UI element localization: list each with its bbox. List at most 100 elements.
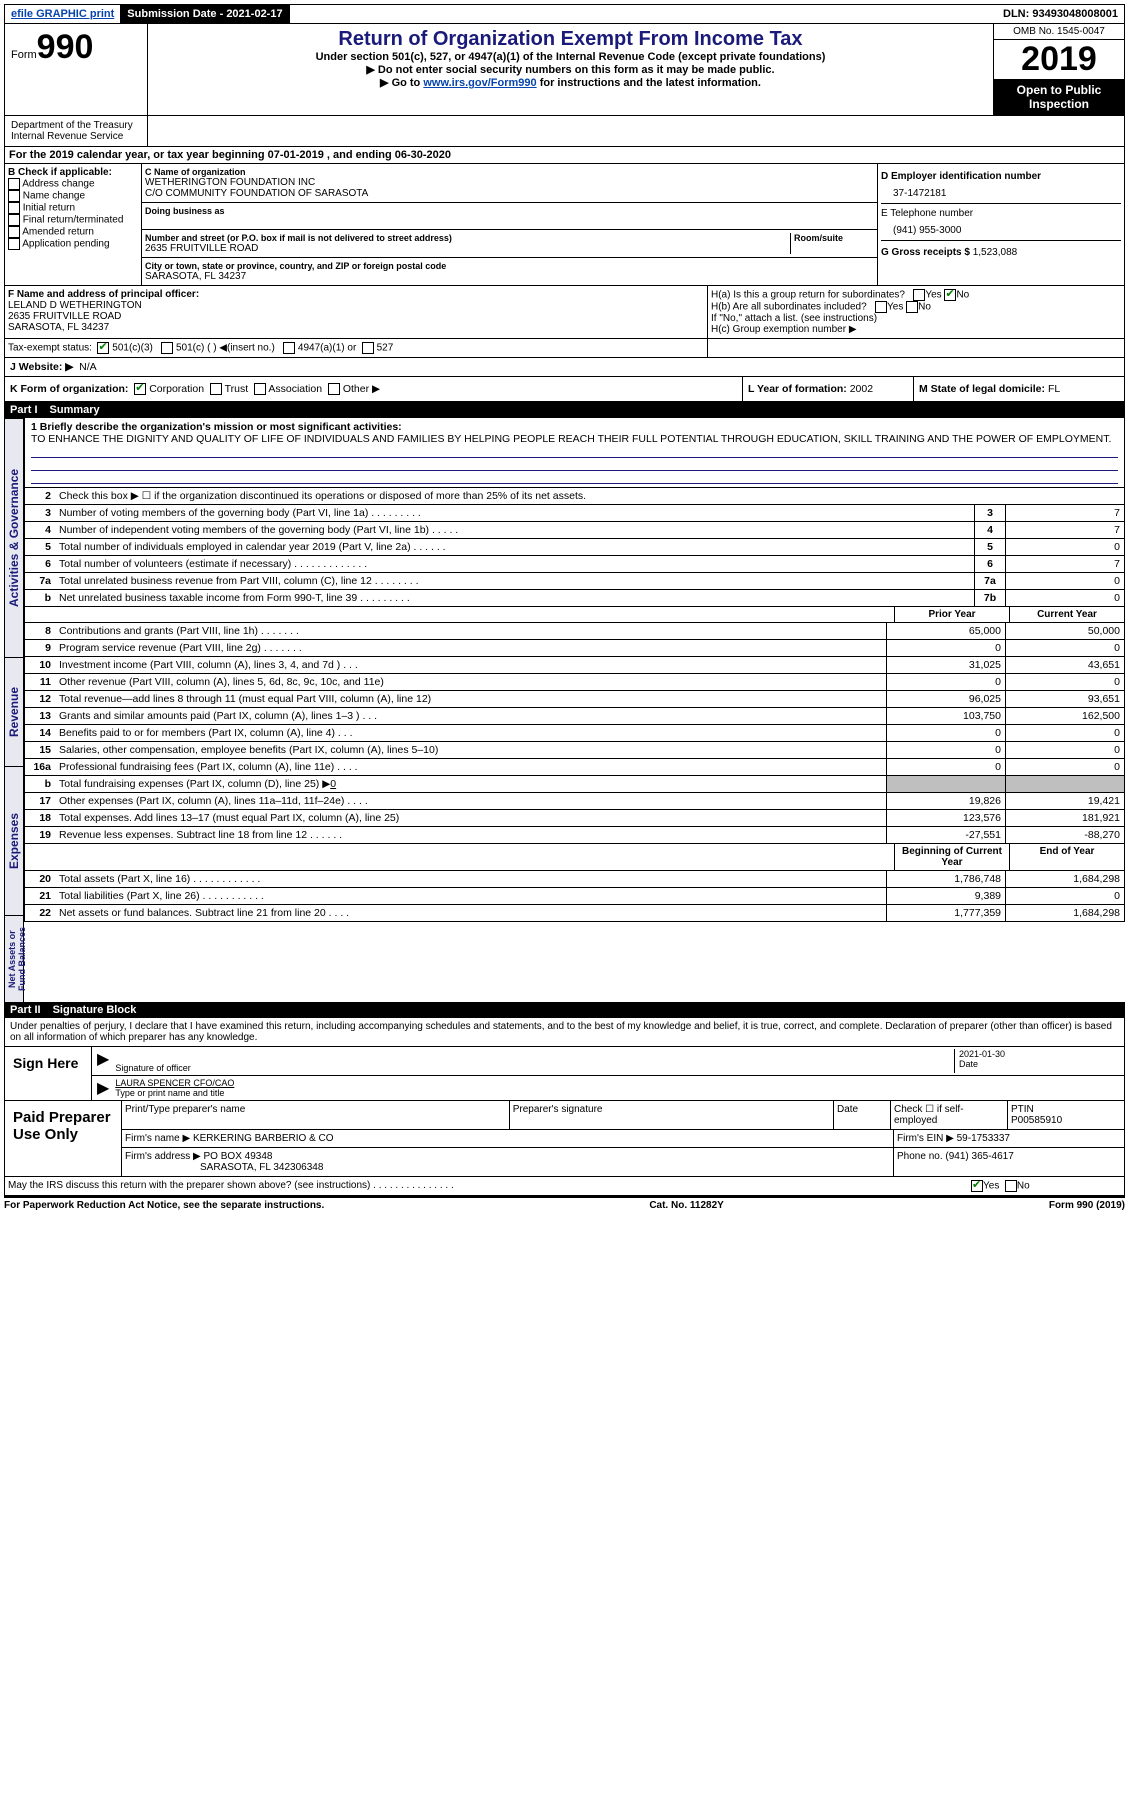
line-2: 2Check this box ▶ ☐ if the organization …: [24, 488, 1125, 505]
efile-link[interactable]: efile GRAPHIC print: [5, 5, 121, 23]
f-name: LELAND D WETHERINGTON: [8, 300, 704, 311]
line-14: 14Benefits paid to or for members (Part …: [24, 725, 1125, 742]
col-c: C Name of organization WETHERINGTON FOUN…: [142, 164, 878, 285]
dept: Department of the Treasury Internal Reve…: [5, 116, 148, 146]
d-lbl: D Employer identification number: [881, 171, 1121, 182]
year-header: Prior YearCurrent Year: [24, 607, 1125, 623]
b-title: B Check if applicable:: [8, 167, 138, 178]
goto-prefix: Go to: [392, 77, 424, 89]
print-lbl: Print/Type preparer's name: [122, 1101, 510, 1129]
d-val: 37-1472181: [881, 182, 1121, 199]
f-addr2: SARASOTA, FL 34237: [8, 322, 704, 333]
firm: KERKERING BARBERIO & CO: [193, 1133, 334, 1144]
c-name: WETHERINGTON FOUNDATION INC: [145, 177, 874, 188]
sig-officer-lbl: Signature of officer: [115, 1063, 190, 1073]
c-city-block: City or town, state or province, country…: [142, 258, 877, 285]
col-b: B Check if applicable: Address change Na…: [5, 164, 142, 285]
c-city-lbl: City or town, state or province, country…: [145, 261, 874, 271]
summary-content: 1 Briefly describe the organization's mi…: [24, 418, 1125, 1002]
k-o2: Trust: [225, 383, 249, 395]
e-lbl: E Telephone number: [881, 208, 1121, 219]
k-lbl: K Form of organization:: [10, 383, 128, 395]
line-22: 22Net assets or fund balances. Subtract …: [24, 905, 1125, 922]
hb2: If "No," attach a list. (see instruction…: [711, 313, 1121, 324]
g-block: G Gross receipts $ 1,523,088: [881, 241, 1121, 258]
prep-sig-lbl: Preparer's signature: [510, 1101, 834, 1129]
l-val: 2002: [850, 383, 873, 395]
preparer-block: Paid Preparer Use Only Print/Type prepar…: [5, 1100, 1124, 1176]
part2-header: Part II Signature Block: [4, 1002, 1125, 1018]
k-block: K Form of organization: Corporation Trus…: [5, 377, 743, 401]
c-room-lbl: Room/suite: [794, 233, 874, 243]
discuss-text: May the IRS discuss this return with the…: [5, 1177, 968, 1195]
penalty-text: Under penalties of perjury, I declare th…: [5, 1018, 1124, 1046]
k-o1: Corporation: [149, 383, 204, 395]
vert-netassets: Net Assets or Fund Balances: [4, 915, 24, 1002]
part1-title: Summary: [50, 404, 100, 416]
ptin: P00585910: [1011, 1115, 1062, 1126]
irs-link[interactable]: www.irs.gov/Form990: [423, 77, 536, 89]
open-public: Open to Public Inspection: [994, 79, 1124, 115]
ptin-lbl: PTIN: [1011, 1104, 1034, 1115]
mission-text: TO ENHANCE THE DIGNITY AND QUALITY OF LI…: [31, 433, 1118, 445]
info-grid: B Check if applicable: Address change Na…: [4, 164, 1125, 286]
l-block: L Year of formation: 2002: [743, 377, 914, 401]
c-addr: 2635 FRUITVILLE ROAD: [145, 243, 790, 254]
line-10: 10Investment income (Part VIII, column (…: [24, 657, 1125, 674]
mission-lbl: 1 Briefly describe the organization's mi…: [31, 421, 402, 433]
form-label: Form990: [5, 24, 148, 115]
period-a: For the 2019 calendar year, or tax year …: [4, 147, 1125, 164]
subtitle-2: Do not enter social security numbers on …: [152, 63, 989, 76]
sig-date: 2021-01-30: [959, 1049, 1119, 1059]
check-self-lbl: Check ☐ if self-employed: [891, 1101, 1008, 1129]
f-addr1: 2635 FRUITVILLE ROAD: [8, 311, 704, 322]
g-val: 1,523,088: [973, 247, 1018, 258]
m-block: M State of legal domicile: FL: [914, 377, 1124, 401]
form-number: 990: [37, 28, 94, 66]
line-7b: bNet unrelated business taxable income f…: [24, 590, 1125, 607]
prep-row-2: Firm's name ▶ KERKERING BARBERIO & CO Fi…: [122, 1130, 1124, 1148]
line-18: 18Total expenses. Add lines 13–17 (must …: [24, 810, 1125, 827]
i-o3: 4947(a)(1) or: [298, 343, 356, 354]
klm-row: K Form of organization: Corporation Trus…: [4, 377, 1125, 402]
submission-date: Submission Date - 2021-02-17: [121, 5, 289, 23]
col-d: D Employer identification number 37-1472…: [878, 164, 1124, 285]
vert-revenue: Revenue: [4, 657, 24, 766]
sig-name: LAURA SPENCER CFO/CAO: [115, 1078, 1119, 1088]
b-opt-2: Initial return: [8, 202, 138, 214]
sig-date-lbl: Date: [959, 1059, 978, 1069]
sign-here: Sign Here: [5, 1047, 92, 1100]
sign-right: ▶ Signature of officer 2021-01-30Date ▶ …: [92, 1047, 1124, 1100]
vert-expenses: Expenses: [4, 766, 24, 915]
discuss-no: No: [1017, 1181, 1030, 1192]
year-header-2: Beginning of Current YearEnd of Year: [24, 844, 1125, 871]
pra-notice: For Paperwork Reduction Act Notice, see …: [4, 1200, 324, 1211]
title: Return of Organization Exempt From Incom…: [152, 28, 989, 51]
dept-row: Department of the Treasury Internal Reve…: [4, 116, 1125, 147]
i-o1: 501(c)(3): [112, 343, 153, 354]
subtitle-1: Under section 501(c), 527, or 4947(a)(1)…: [152, 51, 989, 63]
c-addr-block: Number and street (or P.O. box if mail i…: [142, 230, 877, 258]
h-block: H(a) Is this a group return for subordin…: [708, 286, 1124, 338]
line-17: 17Other expenses (Part IX, column (A), l…: [24, 793, 1125, 810]
i-o2: 501(c) ( ) ◀(insert no.): [176, 343, 275, 354]
year-cell: OMB No. 1545-0047 2019 Open to Public In…: [994, 24, 1124, 115]
title-cell: Return of Organization Exempt From Incom…: [148, 24, 994, 115]
discuss-row: May the IRS discuss this return with the…: [5, 1176, 1124, 1197]
ein-lbl: Firm's EIN ▶: [897, 1133, 954, 1144]
j-row: J Website: ▶ N/A: [4, 358, 1125, 377]
m-lbl: M State of legal domicile:: [919, 383, 1045, 395]
form-word: Form: [11, 49, 37, 61]
line-6: 6Total number of volunteers (estimate if…: [24, 556, 1125, 573]
line-3: 3Number of voting members of the governi…: [24, 505, 1125, 522]
c-dba-lbl: Doing business as: [145, 206, 874, 216]
i-o4: 527: [377, 343, 394, 354]
sig-name-line: ▶ LAURA SPENCER CFO/CAOType or print nam…: [92, 1076, 1124, 1100]
line-15: 15Salaries, other compensation, employee…: [24, 742, 1125, 759]
prep-row-3: Firm's address ▶ PO BOX 49348 SARASOTA, …: [122, 1148, 1124, 1176]
line-11: 11Other revenue (Part VIII, column (A), …: [24, 674, 1125, 691]
hb: H(b) Are all subordinates included? Yes …: [711, 301, 1121, 313]
line-5: 5Total number of individuals employed in…: [24, 539, 1125, 556]
c-name-block: C Name of organization WETHERINGTON FOUN…: [142, 164, 877, 203]
footer: For Paperwork Reduction Act Notice, see …: [4, 1198, 1125, 1211]
